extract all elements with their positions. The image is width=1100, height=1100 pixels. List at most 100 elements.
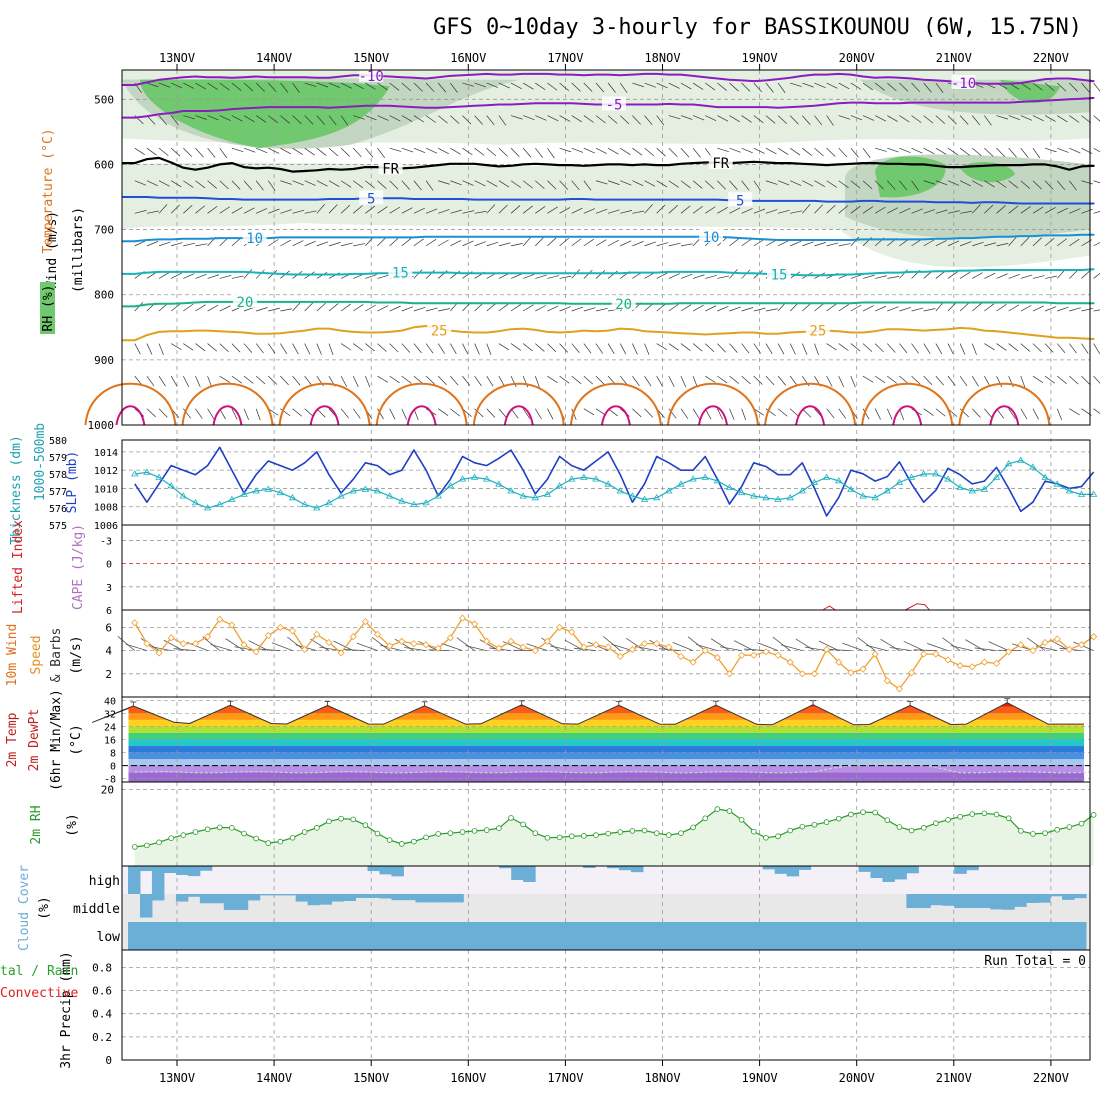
upper-wind-barb <box>729 343 738 353</box>
upper-wind-barb <box>438 180 450 185</box>
upper-wind-barb <box>377 305 389 312</box>
upper-wind-barb <box>195 343 206 352</box>
upper-wind-barb <box>292 375 301 386</box>
x-date-label-bottom: 17NOV <box>547 1071 583 1085</box>
upper-wind-barb <box>923 147 935 155</box>
upper-wind-barb <box>874 115 886 122</box>
upper-wind-barb <box>316 343 322 355</box>
rh2m-marker <box>690 824 696 831</box>
upper-wind-barb <box>668 375 675 387</box>
wind10m-marker <box>179 640 187 648</box>
x-date-label-top: 21NOV <box>936 51 972 65</box>
upper-wind-barb <box>498 180 510 188</box>
thickness-marker <box>228 495 236 502</box>
upper-wind-barb <box>595 82 605 93</box>
thickness-marker <box>422 499 430 506</box>
wind10m-marker <box>458 614 467 622</box>
upper-wind-barb <box>680 343 691 352</box>
upper-wind-barb <box>365 147 374 158</box>
upper-wind-barb <box>644 147 655 156</box>
upper-wind-barb <box>389 147 402 152</box>
rh2m-marker <box>823 819 830 825</box>
isotherm-label-bg <box>601 96 626 111</box>
upper-wind-barb <box>170 115 179 126</box>
wind10m-marker <box>398 637 406 645</box>
cloud-bar <box>391 894 404 901</box>
thickness-marker <box>689 475 697 482</box>
upper-wind-barb <box>328 82 341 89</box>
upper-wind-barb <box>292 180 304 186</box>
upper-wind-barb <box>171 82 183 89</box>
upper-wind-barb <box>595 208 608 214</box>
upper-wind-barb <box>523 274 535 279</box>
cloud-bar <box>1050 922 1063 950</box>
upper-wind-barb <box>510 180 522 188</box>
isotherm-35-dome <box>115 405 146 426</box>
thickness-marker <box>264 485 272 492</box>
upper-wind-barb <box>510 243 523 247</box>
upper-wind-barb <box>911 180 919 191</box>
upper-wind-barb <box>777 115 788 125</box>
upper-wind-barb <box>474 115 483 125</box>
wind10m-barb <box>248 640 269 651</box>
upper-wind-barb <box>802 241 814 247</box>
upper-wind-barb <box>316 115 325 125</box>
wind10m-marker <box>337 649 345 657</box>
wind10m-marker <box>386 642 394 650</box>
thickness-marker <box>640 495 649 502</box>
upper-wind-barb <box>959 180 972 187</box>
upper-wind-barb <box>911 239 922 247</box>
precip-tick-label: 0.6 <box>92 985 112 998</box>
upper-wind-barb <box>692 408 700 420</box>
thickness-marker <box>677 480 685 487</box>
upper-wind-barb <box>692 180 703 189</box>
upper-wind-barb <box>607 408 618 417</box>
upper-wind-barb <box>243 147 256 153</box>
thickness-marker <box>410 500 418 507</box>
rh2m-marker <box>556 834 563 841</box>
wind10m-marker <box>725 670 734 678</box>
upper-wind-barb <box>826 115 834 126</box>
rh2m-marker <box>1066 824 1073 830</box>
upper-wind-barb <box>874 343 884 353</box>
upper-wind-barb <box>826 408 835 419</box>
upper-wind-barb <box>304 115 314 125</box>
upper-wind-barb <box>183 82 195 89</box>
upper-wind-barb <box>595 239 607 247</box>
upper-wind-barb <box>498 375 506 387</box>
upper-wind-barb <box>656 375 663 387</box>
upper-wind-barb <box>874 180 884 190</box>
wind10m-marker <box>155 649 163 657</box>
upper-wind-barb <box>304 82 317 87</box>
cloud-bar <box>343 922 357 950</box>
wind10m-barb <box>710 638 730 651</box>
upper-wind-barb <box>231 275 244 279</box>
upper-wind-barb <box>632 343 638 355</box>
thickness-marker <box>810 478 819 485</box>
upper-wind-barb <box>899 147 911 153</box>
upper-wind-barb <box>838 304 849 312</box>
upper-wind-barb <box>583 343 592 354</box>
thickness-marker <box>725 483 734 490</box>
thickness-marker <box>1017 456 1025 463</box>
upper-wind-barb <box>243 408 250 420</box>
upper-wind-barb <box>656 180 668 188</box>
upper-wind-barb <box>523 115 535 121</box>
rh2m-marker <box>216 824 223 831</box>
upper-wind-barb <box>425 239 437 247</box>
upper-wind-barb <box>437 375 447 386</box>
upper-wind-barb <box>583 147 595 154</box>
isotherm-30-dome <box>375 382 468 426</box>
x-date-label-bottom: 13NOV <box>159 1071 195 1085</box>
thickness-marker <box>349 487 357 494</box>
upper-wind-barb <box>1044 237 1055 247</box>
upper-wind-barb <box>316 302 326 312</box>
upper-wind-barb <box>401 180 411 190</box>
upper-wind-barb <box>158 272 170 279</box>
thickness-tick-label: 578 <box>49 470 67 481</box>
upper-wind-barb <box>535 206 546 214</box>
upper-wind-barb <box>972 303 982 312</box>
upper-wind-barb <box>583 82 593 92</box>
cloud-bar <box>714 922 728 950</box>
cloud-bar <box>702 922 716 950</box>
